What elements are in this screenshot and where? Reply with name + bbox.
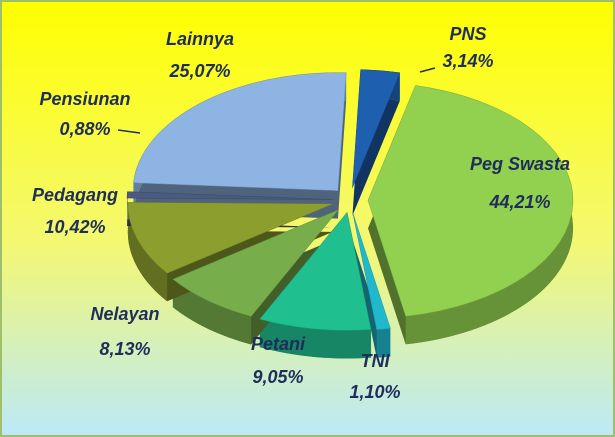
slice [172,209,339,317]
value-label: 1,10% [349,382,400,402]
value-label: 10,42% [44,217,105,237]
value-label: 44,21% [488,192,550,212]
slice-rim [127,202,168,302]
slice-label: Nelayan [90,304,159,324]
value-label: 8,13% [99,339,150,359]
slice-tops [126,69,574,331]
slice [367,85,574,317]
slice-label: TNI [361,351,391,371]
pie [126,69,574,359]
slice-rim [259,319,372,359]
labels: PNS 3,14% Peg Swasta 44,21% TNI 1,10% Petani 9,… [32,24,570,402]
slice-rim [172,279,252,345]
slice-label: Lainnya [166,29,234,49]
slice-label: Petani [251,334,306,354]
slice [126,191,333,200]
slice-rim [376,328,391,358]
slice [259,211,372,331]
leader-line [419,67,436,73]
value-label: 25,07% [168,61,230,81]
slice-label: Pedagang [32,185,118,205]
slice [127,202,333,274]
slice-label: Pensiunan [39,89,130,109]
slice-label: PNS [449,24,486,44]
slice [133,72,347,191]
slice [352,212,391,330]
value-label: 9,05% [252,367,303,387]
slice-label: Peg Swasta [470,154,570,174]
value-label: 3,14% [442,51,493,71]
leader-line [117,129,141,134]
slice [352,69,401,188]
value-label: 0,88% [59,119,110,139]
